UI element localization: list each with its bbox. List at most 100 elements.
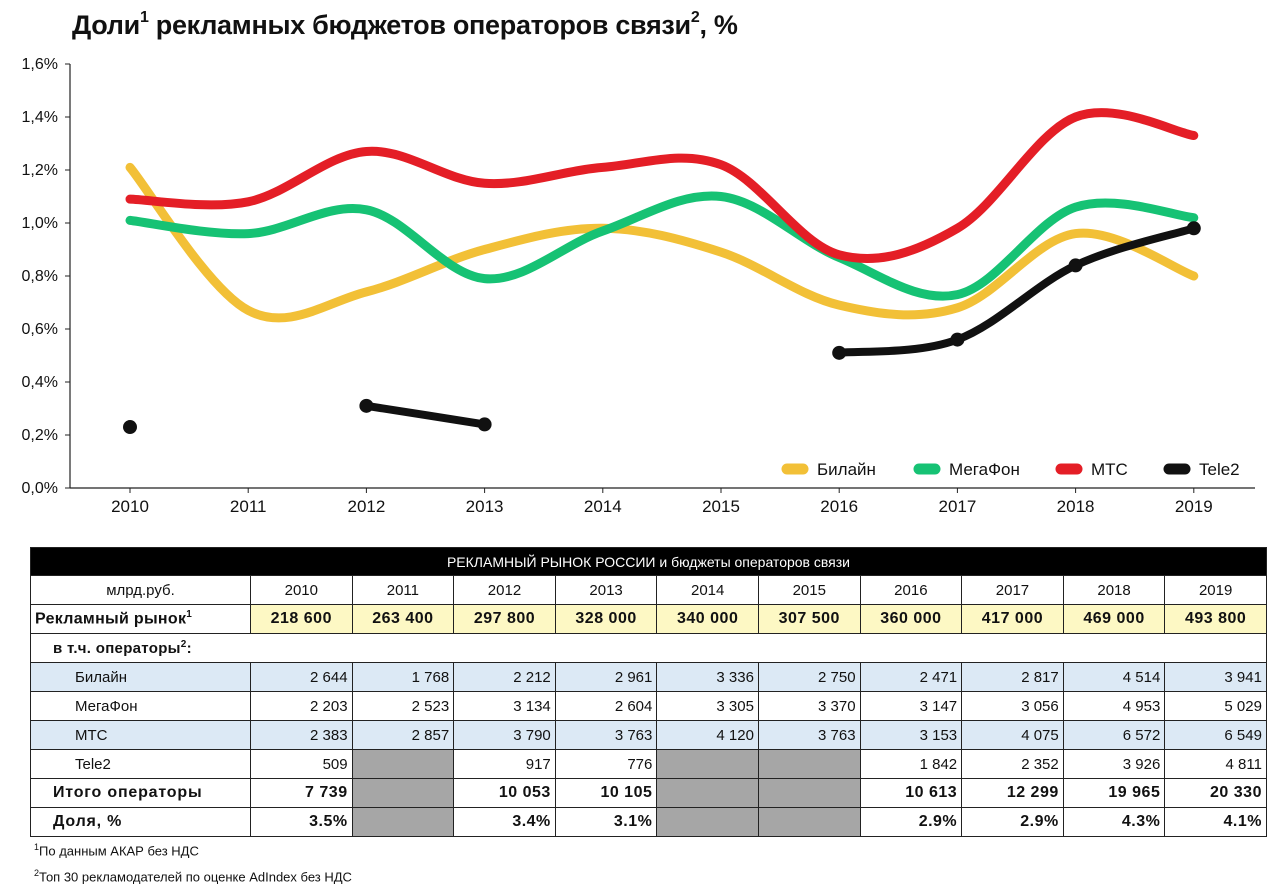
- market-cell: 417 000: [961, 604, 1064, 634]
- y-axis: 0,0% 0,2% 0,4% 0,6% 0,8% 1,0% 1,2% 1,4% 1,6%: [22, 56, 71, 497]
- series-line: [835, 224, 1198, 357]
- value-cell: 19 965: [1062, 778, 1166, 808]
- x-tick-label: 2014: [584, 497, 622, 516]
- series-1: [125, 162, 1199, 323]
- value-cell: 2 750: [757, 662, 861, 692]
- legend-label: МТС: [1091, 460, 1128, 479]
- year-header: 2012: [453, 575, 556, 605]
- year-header: 2010: [250, 575, 353, 605]
- value-cell: 2 817: [961, 662, 1064, 692]
- empty-cell: [656, 778, 759, 808]
- value-cell: 2 383: [250, 720, 353, 750]
- footnote-2: 2Топ 30 рекламодателей по оценке AdIndex…: [34, 868, 352, 885]
- value-cell: 2 604: [554, 691, 658, 721]
- value-cell: 12 299: [961, 778, 1064, 808]
- x-tick-label: 2018: [1057, 497, 1095, 516]
- footnote-1: 1По данным АКАР без НДС: [34, 842, 199, 859]
- y-tick-label: 1,0%: [22, 215, 58, 232]
- value-cell: 4.3%: [1062, 807, 1166, 837]
- value-cell: 3 763: [757, 720, 861, 750]
- value-cell: 3 153: [859, 720, 963, 750]
- y-tick-label: 0,4%: [22, 374, 58, 391]
- value-cell: 3.4%: [453, 807, 556, 837]
- legend: Билайн МегаФон МТС Tele2: [781, 460, 1240, 479]
- y-tick-label: 1,4%: [22, 109, 58, 126]
- value-cell: 3.5%: [250, 807, 353, 837]
- legend-label: Tele2: [1199, 460, 1240, 479]
- x-tick-label: 2015: [702, 497, 740, 516]
- market-cell: 493 800: [1164, 604, 1267, 634]
- value-cell: 2.9%: [859, 807, 963, 837]
- data-point: [1186, 221, 1201, 236]
- value-cell: 20 330: [1164, 778, 1267, 808]
- market-table: РЕКЛАМНЫЙ РЫНОК РОССИИ и бюджеты операто…: [30, 547, 1267, 837]
- x-tick-label: 2011: [230, 497, 267, 516]
- legend-item-3: МТС: [1055, 460, 1128, 479]
- data-point: [359, 398, 374, 413]
- value-cell: 1 768: [351, 662, 455, 692]
- market-cell: 218 600: [250, 604, 353, 634]
- x-tick-label: 2010: [111, 497, 149, 516]
- value-cell: 3 056: [961, 691, 1064, 721]
- y-tick-label: 0,2%: [22, 427, 58, 444]
- series-4: [123, 221, 1201, 435]
- value-cell: 6 572: [1062, 720, 1166, 750]
- empty-cell: [351, 807, 455, 837]
- value-cell: 10 105: [554, 778, 658, 808]
- value-cell: 2 212: [453, 662, 556, 692]
- line-chart: 0,0% 0,2% 0,4% 0,6% 0,8% 1,0% 1,2% 1,4% 1,6% 201…: [22, 56, 1255, 516]
- legend-item-4: Tele2: [1163, 460, 1240, 479]
- value-cell: 509: [250, 749, 353, 779]
- value-cell: 6 549: [1164, 720, 1267, 750]
- value-cell: 2 523: [351, 691, 455, 721]
- empty-cell: [757, 749, 861, 779]
- x-axis: 2010 2011 2012 2013 2014 2015 2016 2017 2018 2019: [70, 487, 1255, 516]
- y-tick-label: 0,8%: [22, 268, 58, 285]
- empty-cell: [757, 778, 861, 808]
- chart-title: Доли1 рекламных бюджетов операторов связ…: [72, 9, 738, 40]
- market-cell: 307 500: [757, 604, 861, 634]
- data-point: [950, 332, 965, 347]
- empty-cell: [351, 778, 455, 808]
- legend-item-1: Билайн: [781, 460, 876, 479]
- value-cell: 7 739: [250, 778, 353, 808]
- value-cell: 776: [554, 749, 658, 779]
- year-header: 2013: [554, 575, 658, 605]
- operators-label: в т.ч. операторы2:: [30, 633, 1267, 663]
- year-header: 2019: [1164, 575, 1267, 605]
- series-3: [125, 108, 1199, 264]
- share-row: Доля, % 3.5% 3.4% 3.1% 2.9% 2.9% 4.3% 4.1%: [30, 807, 1267, 837]
- market-label: Рекламный рынок1: [30, 604, 251, 634]
- value-cell: 2 471: [859, 662, 963, 692]
- table-header: РЕКЛАМНЫЙ РЫНОК РОССИИ и бюджеты операто…: [30, 547, 1267, 576]
- value-cell: 3 134: [453, 691, 556, 721]
- value-cell: 3.1%: [554, 807, 658, 837]
- empty-cell: [656, 749, 759, 779]
- x-tick-label: 2012: [347, 497, 385, 516]
- table-row: Tele2 509 917 776 1 842 2 352 3 926 4 811: [30, 749, 1267, 779]
- value-cell: 3 336: [656, 662, 759, 692]
- year-header: 2011: [351, 575, 455, 605]
- value-cell: 917: [453, 749, 556, 779]
- value-cell: 4 075: [961, 720, 1064, 750]
- series-line: [125, 191, 1199, 301]
- value-cell: 2 857: [351, 720, 455, 750]
- table-row: Билайн 2 644 1 768 2 212 2 961 3 336 2 750 2 47…: [30, 662, 1267, 692]
- operator-name: Tele2: [30, 749, 251, 779]
- operator-name: Билайн: [30, 662, 251, 692]
- data-point: [477, 417, 492, 432]
- year-header: 2016: [859, 575, 963, 605]
- value-cell: 4 120: [656, 720, 759, 750]
- value-cell: 3 941: [1164, 662, 1267, 692]
- value-cell: 1 842: [859, 749, 963, 779]
- value-cell: 3 305: [656, 691, 759, 721]
- series-line: [362, 401, 489, 429]
- market-cell: 340 000: [656, 604, 759, 634]
- y-tick-label: 1,2%: [22, 162, 58, 179]
- value-cell: 10 053: [453, 778, 556, 808]
- data-point: [123, 420, 137, 435]
- legend-item-2: МегаФон: [913, 460, 1020, 479]
- value-cell: 2 352: [961, 749, 1064, 779]
- empty-cell: [351, 749, 455, 779]
- legend-label: МегаФон: [949, 460, 1020, 479]
